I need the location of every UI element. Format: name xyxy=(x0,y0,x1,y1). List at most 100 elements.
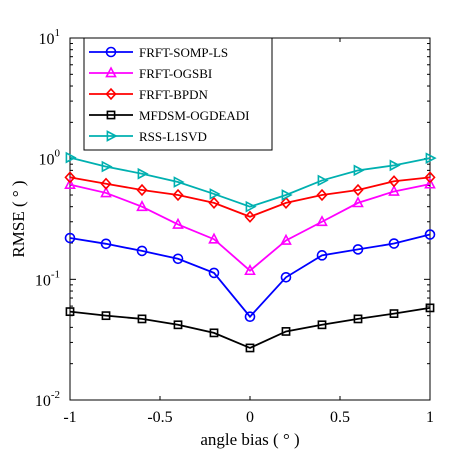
data-point xyxy=(280,233,292,245)
data-point xyxy=(244,263,256,276)
legend-label: RSS-L1SVD xyxy=(139,129,207,144)
series-line xyxy=(69,306,431,349)
y-tick-label: 100 xyxy=(39,148,61,169)
y-tick-label: 10-1 xyxy=(35,268,60,289)
y-tick-exp: 0 xyxy=(55,148,61,160)
legend-marker xyxy=(105,46,117,58)
legend-label: MFDSM-OGDEADI xyxy=(139,108,250,123)
legend: FRFT-SOMP-LS FRFT-OGSBI FRFT-BPDN MFDSM-OGD… xyxy=(83,37,273,151)
data-point xyxy=(136,183,148,197)
x-tick-label: 1 xyxy=(426,409,434,426)
legend-marker xyxy=(106,110,116,120)
y-tick-base: 10 xyxy=(35,272,51,289)
legend-label: FRFT-BPDN xyxy=(139,87,208,102)
data-point xyxy=(100,238,112,250)
data-point xyxy=(424,229,436,240)
x-tick-label: 0.5 xyxy=(330,409,350,426)
data-point xyxy=(280,271,292,283)
legend-marker xyxy=(105,66,117,78)
y-tick-base: 10 xyxy=(35,393,51,410)
data-point xyxy=(101,311,111,321)
legend-entry: FRFT-SOMP-LS xyxy=(89,45,228,60)
data-point xyxy=(245,343,255,353)
data-point xyxy=(64,232,76,244)
data-point xyxy=(316,250,328,261)
data-point xyxy=(208,196,220,210)
data-point xyxy=(317,320,327,330)
data-point xyxy=(352,244,364,255)
data-point xyxy=(208,267,220,279)
x-tick-labels: -1 -0.5 0 0.5 1 xyxy=(63,409,434,426)
data-point xyxy=(136,200,148,212)
legend-entry: RSS-L1SVD xyxy=(89,129,207,144)
data-point xyxy=(389,309,399,319)
data-point xyxy=(425,303,435,313)
data-point xyxy=(352,183,364,197)
data-point xyxy=(172,253,184,265)
x-tick-label: -1 xyxy=(63,409,76,426)
data-point xyxy=(65,307,75,317)
y-tick-exp: -1 xyxy=(51,268,60,280)
legend-marker xyxy=(106,130,118,142)
data-point xyxy=(244,210,256,223)
data-point xyxy=(280,196,292,210)
data-point xyxy=(173,320,183,330)
y-tick-label: 101 xyxy=(39,27,61,48)
data-point xyxy=(209,188,221,200)
data-point xyxy=(244,311,256,323)
data-point xyxy=(316,188,328,202)
legend-label: FRFT-SOMP-LS xyxy=(139,45,228,60)
data-point xyxy=(281,327,291,336)
data-point xyxy=(424,177,436,189)
legend-entry: FRFT-BPDN xyxy=(89,87,208,102)
data-point xyxy=(388,175,400,188)
data-point xyxy=(100,177,112,190)
series-line xyxy=(69,176,431,218)
y-tick-base: 10 xyxy=(39,152,55,169)
legend-entry: FRFT-OGSBI xyxy=(89,66,212,81)
y-tick-exp: -2 xyxy=(51,389,60,401)
x-axis-title: angle bias ( ° ) xyxy=(200,430,299,449)
data-point xyxy=(388,238,400,249)
data-point xyxy=(316,215,328,227)
y-tick-exp: 1 xyxy=(55,27,61,39)
data-point xyxy=(100,186,112,198)
data-point xyxy=(245,200,257,213)
data-point xyxy=(173,176,185,188)
series-rss-l1svd xyxy=(65,151,437,213)
series-line xyxy=(69,233,431,319)
legend-entry: MFDSM-OGDEADI xyxy=(89,108,250,123)
series-frft-somp-ls xyxy=(64,229,436,323)
series-mfdsm-ogdeadi xyxy=(65,303,435,353)
data-point xyxy=(388,184,400,196)
series-frft-bpdn xyxy=(64,171,436,223)
data-point xyxy=(281,189,293,201)
series-line xyxy=(69,156,431,208)
legend-label: FRFT-OGSBI xyxy=(139,66,212,81)
y-tick-label: 10-2 xyxy=(35,389,60,410)
data-point xyxy=(425,152,437,164)
data-point xyxy=(136,245,148,257)
series-layer xyxy=(64,151,437,353)
y-axis-title: RMSE ( ° ) xyxy=(9,180,28,257)
data-point xyxy=(353,164,365,177)
legend-marker xyxy=(105,87,117,101)
y-tick-base: 10 xyxy=(39,31,55,48)
data-point xyxy=(172,188,184,202)
series-line xyxy=(69,183,431,272)
data-point xyxy=(137,167,149,180)
data-point xyxy=(317,174,329,187)
data-point xyxy=(209,328,219,338)
x-tick-label: 0 xyxy=(246,409,254,426)
data-point xyxy=(64,177,76,189)
data-point xyxy=(101,160,113,173)
data-point xyxy=(65,151,77,164)
data-point xyxy=(424,171,436,184)
x-tick-label: -0.5 xyxy=(147,409,172,426)
data-point xyxy=(208,232,220,244)
legend-box xyxy=(83,37,273,151)
data-point xyxy=(172,217,184,229)
series-frft-ogsbi xyxy=(64,177,436,276)
